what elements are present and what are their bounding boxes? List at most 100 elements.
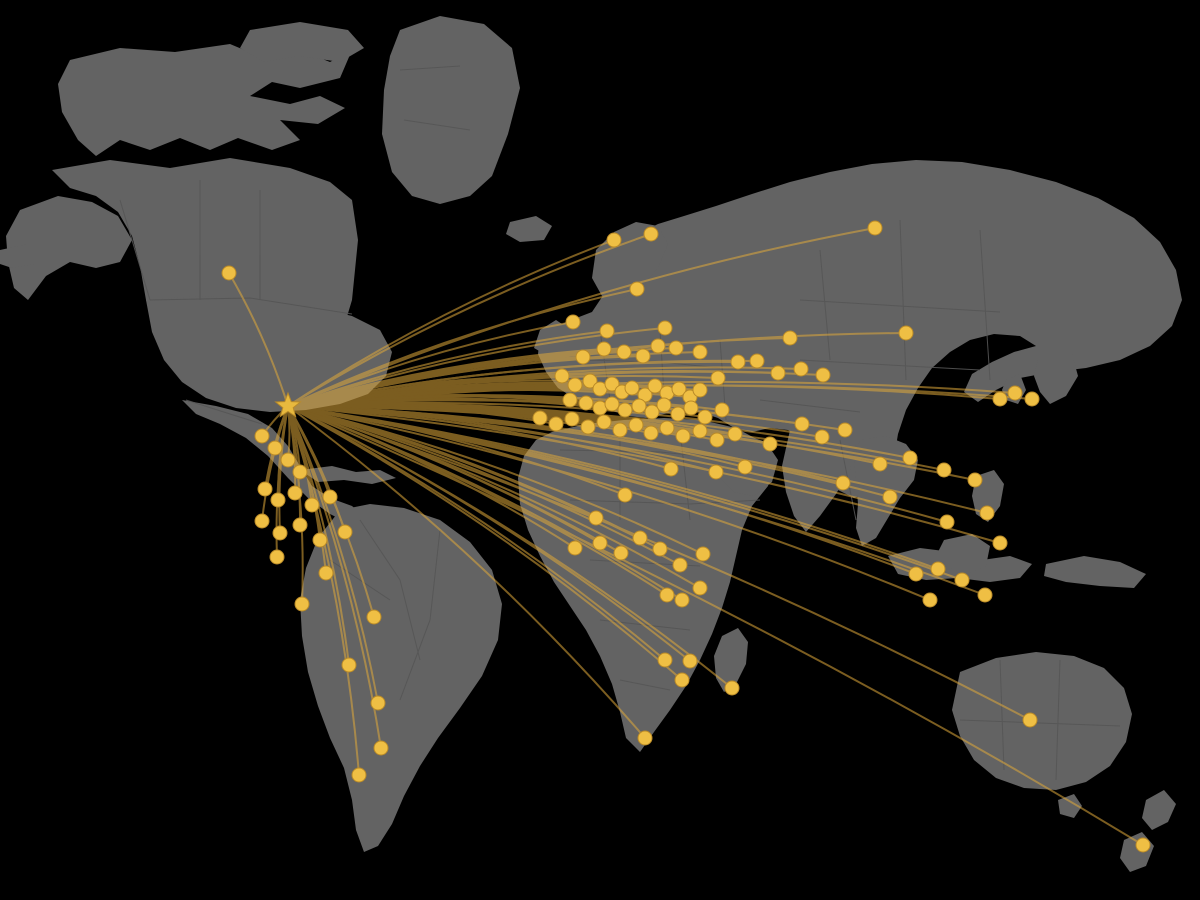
destination-node[interactable]	[709, 432, 725, 448]
destination-node[interactable]	[872, 456, 888, 472]
destination-node[interactable]	[867, 220, 883, 236]
destination-node[interactable]	[532, 410, 548, 426]
destination-node[interactable]	[1024, 391, 1040, 407]
destination-node[interactable]	[674, 592, 690, 608]
destination-node[interactable]	[671, 381, 687, 397]
destination-node[interactable]	[762, 436, 778, 452]
destination-node[interactable]	[257, 481, 273, 497]
destination-node[interactable]	[683, 400, 699, 416]
destination-node[interactable]	[292, 517, 308, 533]
destination-node[interactable]	[794, 416, 810, 432]
destination-node[interactable]	[643, 425, 659, 441]
destination-node[interactable]	[835, 475, 851, 491]
destination-node[interactable]	[837, 422, 853, 438]
destination-node[interactable]	[992, 391, 1008, 407]
destination-node[interactable]	[272, 525, 288, 541]
destination-node[interactable]	[604, 396, 620, 412]
destination-node[interactable]	[629, 281, 645, 297]
destination-node[interactable]	[930, 561, 946, 577]
destination-node[interactable]	[613, 545, 629, 561]
destination-node[interactable]	[617, 487, 633, 503]
destination-node[interactable]	[793, 361, 809, 377]
destination-node[interactable]	[322, 489, 338, 505]
destination-node[interactable]	[902, 450, 918, 466]
destination-node[interactable]	[632, 530, 648, 546]
destination-node[interactable]	[294, 596, 310, 612]
destination-node[interactable]	[617, 402, 633, 418]
destination-node[interactable]	[337, 524, 353, 540]
destination-node[interactable]	[318, 565, 334, 581]
destination-node[interactable]	[782, 330, 798, 346]
destination-node[interactable]	[737, 459, 753, 475]
destination-node[interactable]	[370, 695, 386, 711]
destination-node[interactable]	[692, 580, 708, 596]
destination-node[interactable]	[292, 464, 308, 480]
hub-star-icon[interactable]	[274, 391, 302, 418]
destination-node[interactable]	[567, 377, 583, 393]
destination-node[interactable]	[659, 587, 675, 603]
destination-node[interactable]	[624, 380, 640, 396]
destination-node[interactable]	[749, 353, 765, 369]
destination-node[interactable]	[565, 314, 581, 330]
destination-node[interactable]	[730, 354, 746, 370]
destination-node[interactable]	[644, 404, 660, 420]
destination-node[interactable]	[351, 767, 367, 783]
destination-node[interactable]	[575, 349, 591, 365]
destination-node[interactable]	[628, 417, 644, 433]
destination-node[interactable]	[692, 382, 708, 398]
destination-node[interactable]	[692, 423, 708, 439]
destination-node[interactable]	[659, 420, 675, 436]
destination-node[interactable]	[270, 492, 286, 508]
destination-node[interactable]	[675, 428, 691, 444]
destination-node[interactable]	[254, 428, 270, 444]
destination-node[interactable]	[936, 462, 952, 478]
destination-node[interactable]	[588, 510, 604, 526]
destination-node[interactable]	[643, 226, 659, 242]
destination-node[interactable]	[631, 398, 647, 414]
destination-node[interactable]	[596, 341, 612, 357]
destination-node[interactable]	[580, 419, 596, 435]
destination-node[interactable]	[221, 265, 237, 281]
destination-node[interactable]	[922, 592, 938, 608]
destination-node[interactable]	[650, 338, 666, 354]
destination-node[interactable]	[554, 368, 570, 384]
destination-node[interactable]	[1022, 712, 1038, 728]
destination-node[interactable]	[992, 535, 1008, 551]
destination-node[interactable]	[548, 416, 564, 432]
destination-node[interactable]	[564, 411, 580, 427]
destination-node[interactable]	[578, 395, 594, 411]
destination-node[interactable]	[1007, 385, 1023, 401]
destination-node[interactable]	[770, 365, 786, 381]
destination-node[interactable]	[612, 422, 628, 438]
destination-node[interactable]	[312, 532, 328, 548]
destination-node[interactable]	[682, 653, 698, 669]
destination-node[interactable]	[882, 489, 898, 505]
destination-node[interactable]	[697, 409, 713, 425]
destination-node[interactable]	[596, 414, 612, 430]
destination-node[interactable]	[657, 652, 673, 668]
destination-node[interactable]	[254, 513, 270, 529]
destination-node[interactable]	[898, 325, 914, 341]
destination-node[interactable]	[269, 549, 285, 565]
destination-node[interactable]	[977, 587, 993, 603]
destination-node[interactable]	[670, 406, 686, 422]
destination-node[interactable]	[304, 497, 320, 513]
destination-node[interactable]	[663, 461, 679, 477]
destination-node[interactable]	[280, 452, 296, 468]
destination-node[interactable]	[979, 505, 995, 521]
destination-node[interactable]	[674, 672, 690, 688]
destination-node[interactable]	[567, 540, 583, 556]
destination-node[interactable]	[814, 429, 830, 445]
destination-node[interactable]	[606, 232, 622, 248]
destination-node[interactable]	[1135, 837, 1151, 853]
destination-node[interactable]	[652, 541, 668, 557]
destination-node[interactable]	[714, 402, 730, 418]
destination-node[interactable]	[635, 348, 651, 364]
destination-node[interactable]	[954, 572, 970, 588]
destination-node[interactable]	[815, 367, 831, 383]
destination-node[interactable]	[657, 320, 673, 336]
destination-node[interactable]	[287, 485, 303, 501]
destination-node[interactable]	[967, 472, 983, 488]
destination-node[interactable]	[366, 609, 382, 625]
destination-node[interactable]	[672, 557, 688, 573]
